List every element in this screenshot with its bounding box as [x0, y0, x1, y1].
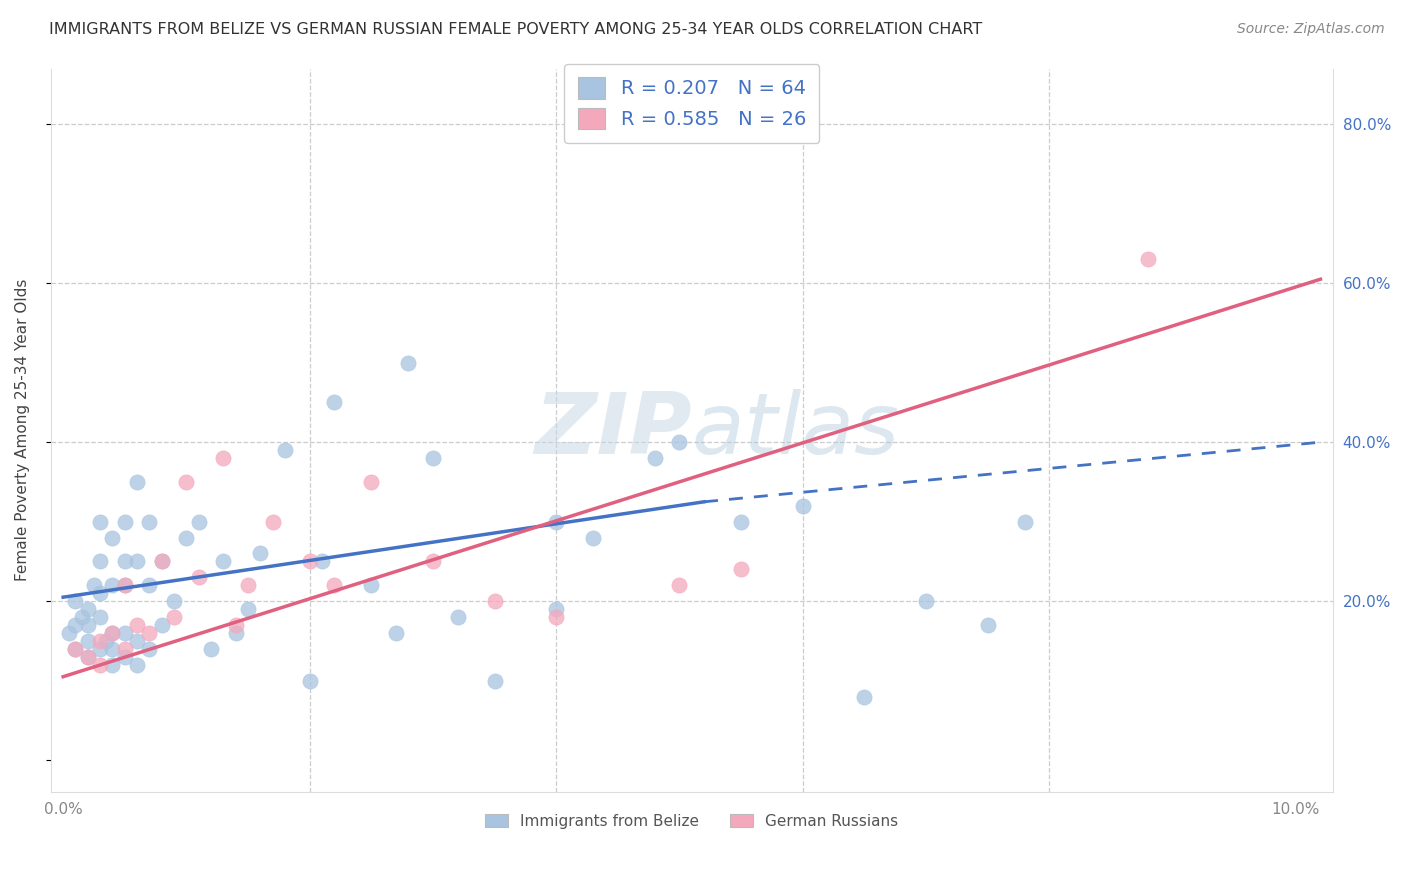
Point	[76, 618, 98, 632]
Point	[150, 554, 173, 568]
Point	[89, 641, 111, 656]
Point	[546, 610, 568, 624]
Point	[150, 618, 173, 632]
Point	[236, 602, 259, 616]
Point	[249, 546, 271, 560]
Point	[976, 618, 998, 632]
Point	[89, 554, 111, 568]
Point	[225, 618, 247, 632]
Point	[58, 626, 80, 640]
Point	[101, 626, 124, 640]
Point	[163, 594, 186, 608]
Point	[138, 578, 160, 592]
Point	[212, 451, 235, 466]
Point	[138, 641, 160, 656]
Point	[668, 435, 690, 450]
Point	[83, 578, 105, 592]
Point	[89, 657, 111, 672]
Point	[89, 610, 111, 624]
Point	[114, 578, 136, 592]
Point	[360, 578, 382, 592]
Point	[114, 515, 136, 529]
Text: Source: ZipAtlas.com: Source: ZipAtlas.com	[1237, 22, 1385, 37]
Point	[127, 657, 149, 672]
Point	[76, 649, 98, 664]
Point	[546, 602, 568, 616]
Text: atlas: atlas	[692, 389, 900, 472]
Point	[915, 594, 938, 608]
Point	[76, 602, 98, 616]
Text: IMMIGRANTS FROM BELIZE VS GERMAN RUSSIAN FEMALE POVERTY AMONG 25-34 YEAR OLDS CO: IMMIGRANTS FROM BELIZE VS GERMAN RUSSIAN…	[49, 22, 983, 37]
Point	[101, 641, 124, 656]
Point	[176, 475, 198, 489]
Point	[101, 626, 124, 640]
Point	[212, 554, 235, 568]
Point	[187, 515, 209, 529]
Point	[114, 578, 136, 592]
Point	[644, 451, 666, 466]
Point	[262, 515, 284, 529]
Point	[225, 626, 247, 640]
Point	[89, 634, 111, 648]
Point	[323, 395, 346, 409]
Point	[96, 634, 118, 648]
Point	[446, 610, 468, 624]
Point	[138, 626, 160, 640]
Point	[274, 443, 297, 458]
Point	[65, 641, 87, 656]
Point	[70, 610, 93, 624]
Point	[730, 562, 752, 576]
Point	[298, 673, 321, 688]
Point	[65, 618, 87, 632]
Point	[127, 618, 149, 632]
Point	[76, 634, 98, 648]
Point	[89, 586, 111, 600]
Point	[114, 554, 136, 568]
Point	[396, 356, 419, 370]
Point	[101, 657, 124, 672]
Point	[76, 649, 98, 664]
Point	[138, 515, 160, 529]
Point	[127, 634, 149, 648]
Point	[187, 570, 209, 584]
Point	[89, 515, 111, 529]
Point	[853, 690, 876, 704]
Point	[150, 554, 173, 568]
Point	[323, 578, 346, 592]
Point	[484, 594, 506, 608]
Point	[484, 673, 506, 688]
Point	[422, 554, 444, 568]
Point	[298, 554, 321, 568]
Point	[176, 531, 198, 545]
Point	[65, 641, 87, 656]
Point	[1014, 515, 1036, 529]
Point	[236, 578, 259, 592]
Point	[114, 626, 136, 640]
Point	[127, 475, 149, 489]
Y-axis label: Female Poverty Among 25-34 Year Olds: Female Poverty Among 25-34 Year Olds	[15, 279, 30, 582]
Point	[668, 578, 690, 592]
Point	[792, 499, 814, 513]
Point	[360, 475, 382, 489]
Point	[385, 626, 408, 640]
Point	[546, 515, 568, 529]
Point	[114, 649, 136, 664]
Point	[422, 451, 444, 466]
Point	[163, 610, 186, 624]
Point	[200, 641, 222, 656]
Point	[101, 578, 124, 592]
Point	[114, 641, 136, 656]
Text: ZIP: ZIP	[534, 389, 692, 472]
Point	[730, 515, 752, 529]
Point	[65, 594, 87, 608]
Point	[582, 531, 605, 545]
Legend: Immigrants from Belize, German Russians: Immigrants from Belize, German Russians	[479, 807, 904, 835]
Point	[101, 531, 124, 545]
Point	[1136, 252, 1159, 267]
Point	[127, 554, 149, 568]
Point	[311, 554, 333, 568]
